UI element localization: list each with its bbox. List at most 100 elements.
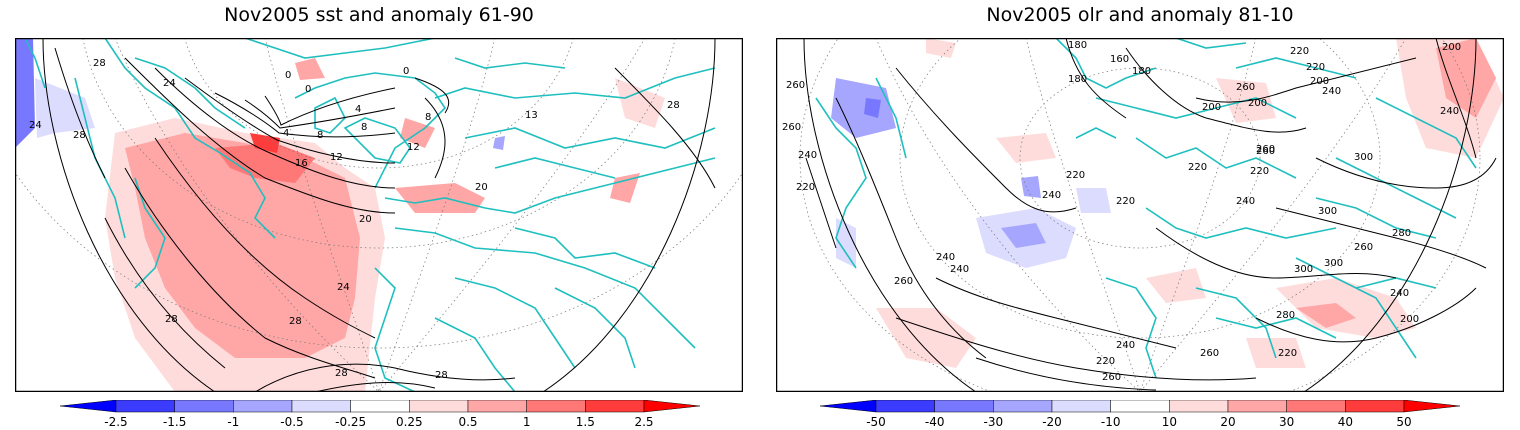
contour-label: 240 xyxy=(1042,190,1061,201)
contour-label: 260 xyxy=(1256,146,1275,157)
colorbar-tick-label: -40 xyxy=(925,415,945,428)
contour-label: 280 xyxy=(1392,228,1411,239)
contour-label: 220 xyxy=(1278,348,1297,359)
contour-label: 240 xyxy=(1440,106,1459,117)
contour-label: 4 xyxy=(283,128,289,139)
contour-label: 28 xyxy=(667,100,680,111)
colorbar-tick-label: -30 xyxy=(984,415,1004,428)
colorbar-tick-label: 10 xyxy=(1162,415,1177,428)
sst-map: 28 24 24 28 0 0 0 4 4 8 8 8 12 12 13 16 … xyxy=(15,38,743,392)
olr-contour-labels: 180 160 180 180 200 200 220 220 200 200 … xyxy=(782,40,1461,383)
contour-label: 4 xyxy=(355,104,361,115)
contour-label: 13 xyxy=(525,110,538,121)
contour-label: 200 xyxy=(1248,98,1267,109)
colorbar-tick-label: 20 xyxy=(1220,415,1235,428)
contour-label: 240 xyxy=(1236,196,1255,207)
olr-contours xyxy=(805,38,1497,391)
contour-label: 240 xyxy=(798,150,817,161)
colorbar-tick-label: -1 xyxy=(227,415,239,428)
contour-label: 180 xyxy=(1068,74,1087,85)
colorbar-tick-label: 30 xyxy=(1279,415,1294,428)
contour-label: 16 xyxy=(295,158,308,169)
contour-label: 240 xyxy=(936,252,955,263)
projection-boundary xyxy=(803,38,1477,392)
colorbar-swatch xyxy=(526,400,586,413)
contour-label: 8 xyxy=(317,130,323,141)
colorbar-tick-label: -0.25 xyxy=(335,415,366,428)
contour-label: 300 xyxy=(1354,152,1373,163)
contour-label: 300 xyxy=(1324,258,1343,269)
contour-label: 200 xyxy=(1442,42,1461,53)
contour-label: 28 xyxy=(73,130,86,141)
contour-label: 260 xyxy=(782,122,801,133)
colorbar-tick-label: -2.5 xyxy=(104,415,127,428)
colorbar-swatch xyxy=(174,400,234,413)
colorbar-swatch xyxy=(993,400,1053,413)
colorbar-swatch xyxy=(350,400,410,413)
contour-label: 24 xyxy=(337,282,350,293)
contour-label: 220 xyxy=(1188,162,1207,173)
contour-label: 180 xyxy=(1068,40,1087,51)
contour-label: 180 xyxy=(1132,66,1151,77)
colorbar-swatch xyxy=(115,400,175,413)
contour-label: 220 xyxy=(1250,166,1269,177)
colorbar-swatch xyxy=(1169,400,1229,413)
colorbar-tick-label: 40 xyxy=(1338,415,1353,428)
graticule xyxy=(15,38,743,392)
contour-label: 200 xyxy=(1310,76,1329,87)
colorbar-swatch xyxy=(1286,400,1346,413)
outside-projection xyxy=(15,38,165,392)
colorbar-tick-label: 2.5 xyxy=(634,415,653,428)
contour-label: 300 xyxy=(1294,264,1313,275)
sst-contour-labels: 28 24 24 28 0 0 0 4 4 8 8 8 12 12 13 16 … xyxy=(29,58,680,381)
olr-map: 180 160 180 180 200 200 220 220 200 200 … xyxy=(776,38,1504,392)
projection-boundary xyxy=(42,38,716,392)
contour-label: 220 xyxy=(1290,46,1309,57)
colorbar-high-arrow xyxy=(1403,400,1460,413)
contour-label: 8 xyxy=(361,122,367,133)
colorbar-low-arrow xyxy=(60,400,117,413)
contour-label: 20 xyxy=(359,214,372,225)
contour-label: 8 xyxy=(425,112,431,123)
colorbar-olr: -50 -40 -30 -20 -10 10 20 30 40 50 xyxy=(820,400,1460,428)
contour-label: 28 xyxy=(335,368,348,379)
colorbar-swatch xyxy=(585,400,645,413)
colorbar-swatch xyxy=(233,400,293,413)
colorbar-tick-label: -20 xyxy=(1042,415,1062,428)
contour-label: 240 xyxy=(950,264,969,275)
colorbar-tick-label: -10 xyxy=(1101,415,1121,428)
coastlines xyxy=(815,38,1477,379)
contour-label: 260 xyxy=(1200,348,1219,359)
contour-label: 0 xyxy=(403,66,409,77)
contour-label: 12 xyxy=(330,152,343,163)
map-frame xyxy=(776,38,1504,392)
colorbar-high-arrow xyxy=(643,400,700,413)
sst-contours xyxy=(54,47,716,392)
contour-label: 260 xyxy=(786,80,805,91)
contour-label: 240 xyxy=(1322,86,1341,97)
contour-label: 200 xyxy=(1400,314,1419,325)
contour-label: 240 xyxy=(1116,340,1135,351)
colorbar-sst: -2.5 -1.5 -1 -0.5 -0.25 0.25 0.5 1 1.5 2.5 xyxy=(60,400,700,428)
contour-label: 28 xyxy=(289,316,302,327)
colorbar-swatch xyxy=(291,400,351,413)
contour-label: 220 xyxy=(796,182,815,193)
colorbar-swatch xyxy=(1227,400,1287,413)
sst-anomaly-fill xyxy=(15,38,665,392)
contour-label: 260 xyxy=(1102,372,1121,383)
contour-label: 200 xyxy=(1202,102,1221,113)
panel-title-olr: Nov2005 olr and anomaly 81-10 xyxy=(986,4,1294,26)
colorbar-tick-label: -50 xyxy=(866,415,886,428)
colorbar-tick-label: -0.5 xyxy=(280,415,303,428)
contour-label: 300 xyxy=(1318,206,1337,217)
contour-label: 280 xyxy=(1276,310,1295,321)
contour-label: 28 xyxy=(165,314,178,325)
contour-label: 24 xyxy=(163,78,176,89)
colorbar-swatch xyxy=(1051,400,1111,413)
contour-label: 28 xyxy=(93,58,106,69)
colorbar-swatch xyxy=(467,400,527,413)
contour-label: 220 xyxy=(1116,196,1135,207)
contour-label: 220 xyxy=(1306,62,1325,73)
contour-label: 20 xyxy=(475,182,488,193)
colorbar-swatch xyxy=(409,400,469,413)
